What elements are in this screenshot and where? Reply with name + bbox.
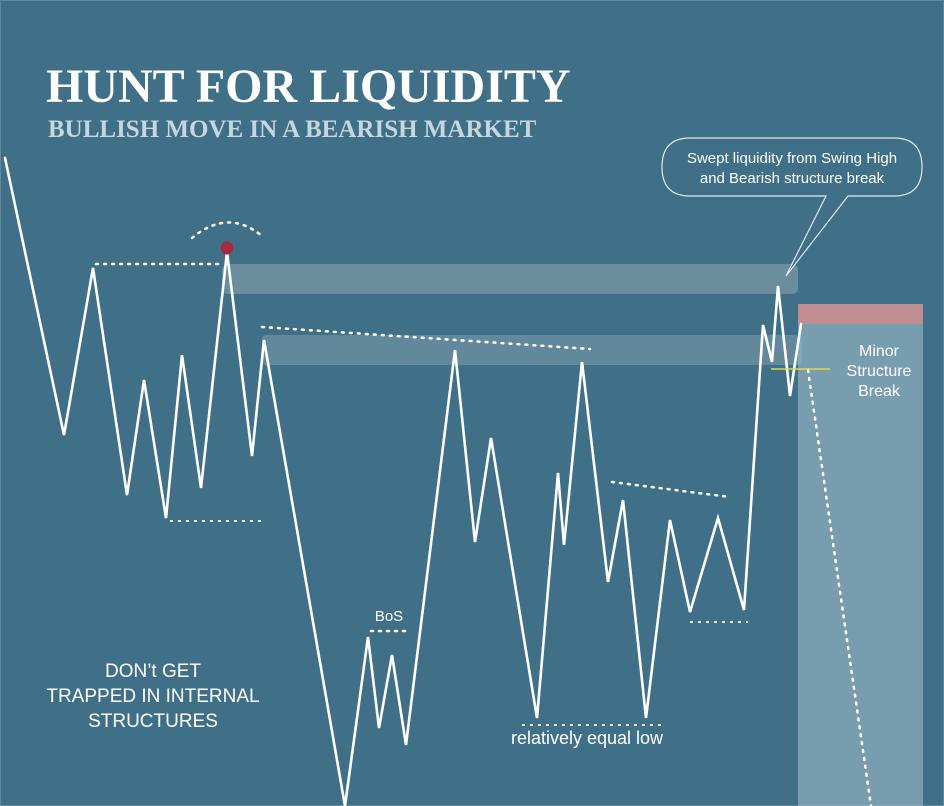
stop-loss-zone <box>798 304 923 324</box>
callout-bubble <box>661 137 923 277</box>
equal-low-label: relatively equal low <box>511 728 664 748</box>
swing-high-arc <box>190 221 264 240</box>
callout-text-line-1: Swept liquidity from Swing High <box>687 150 897 167</box>
swing-high-liquidity-band <box>222 264 798 294</box>
minor-structure-break-label-2: Structure <box>847 363 912 380</box>
descending-highs-line <box>610 480 732 499</box>
minor-structure-break-label-3: Break <box>858 383 901 400</box>
internal-high-liquidity-band <box>262 335 802 365</box>
callout-text-line-2: and Bearish structure break <box>700 170 885 187</box>
price-path <box>3 156 803 806</box>
page-title: HUNT FOR LIQUIDITY <box>46 60 571 113</box>
warning-text-line-3: STRUCTURES <box>88 711 218 732</box>
page-subtitle: BULLISH MOVE IN A BEARISH MARKET <box>48 116 537 143</box>
projected-bearish-path <box>806 368 873 806</box>
minor-structure-break-label-1: Minor <box>859 343 900 360</box>
short-target-zone <box>798 323 923 806</box>
warning-text-line-1: DON’t GET <box>105 661 201 682</box>
internal-high-trend-line <box>260 325 592 351</box>
bos-label: BoS <box>375 608 403 625</box>
swing-high-marker <box>220 241 234 255</box>
warning-text-line-2: TRAPPED IN INTERNAL <box>46 686 259 707</box>
